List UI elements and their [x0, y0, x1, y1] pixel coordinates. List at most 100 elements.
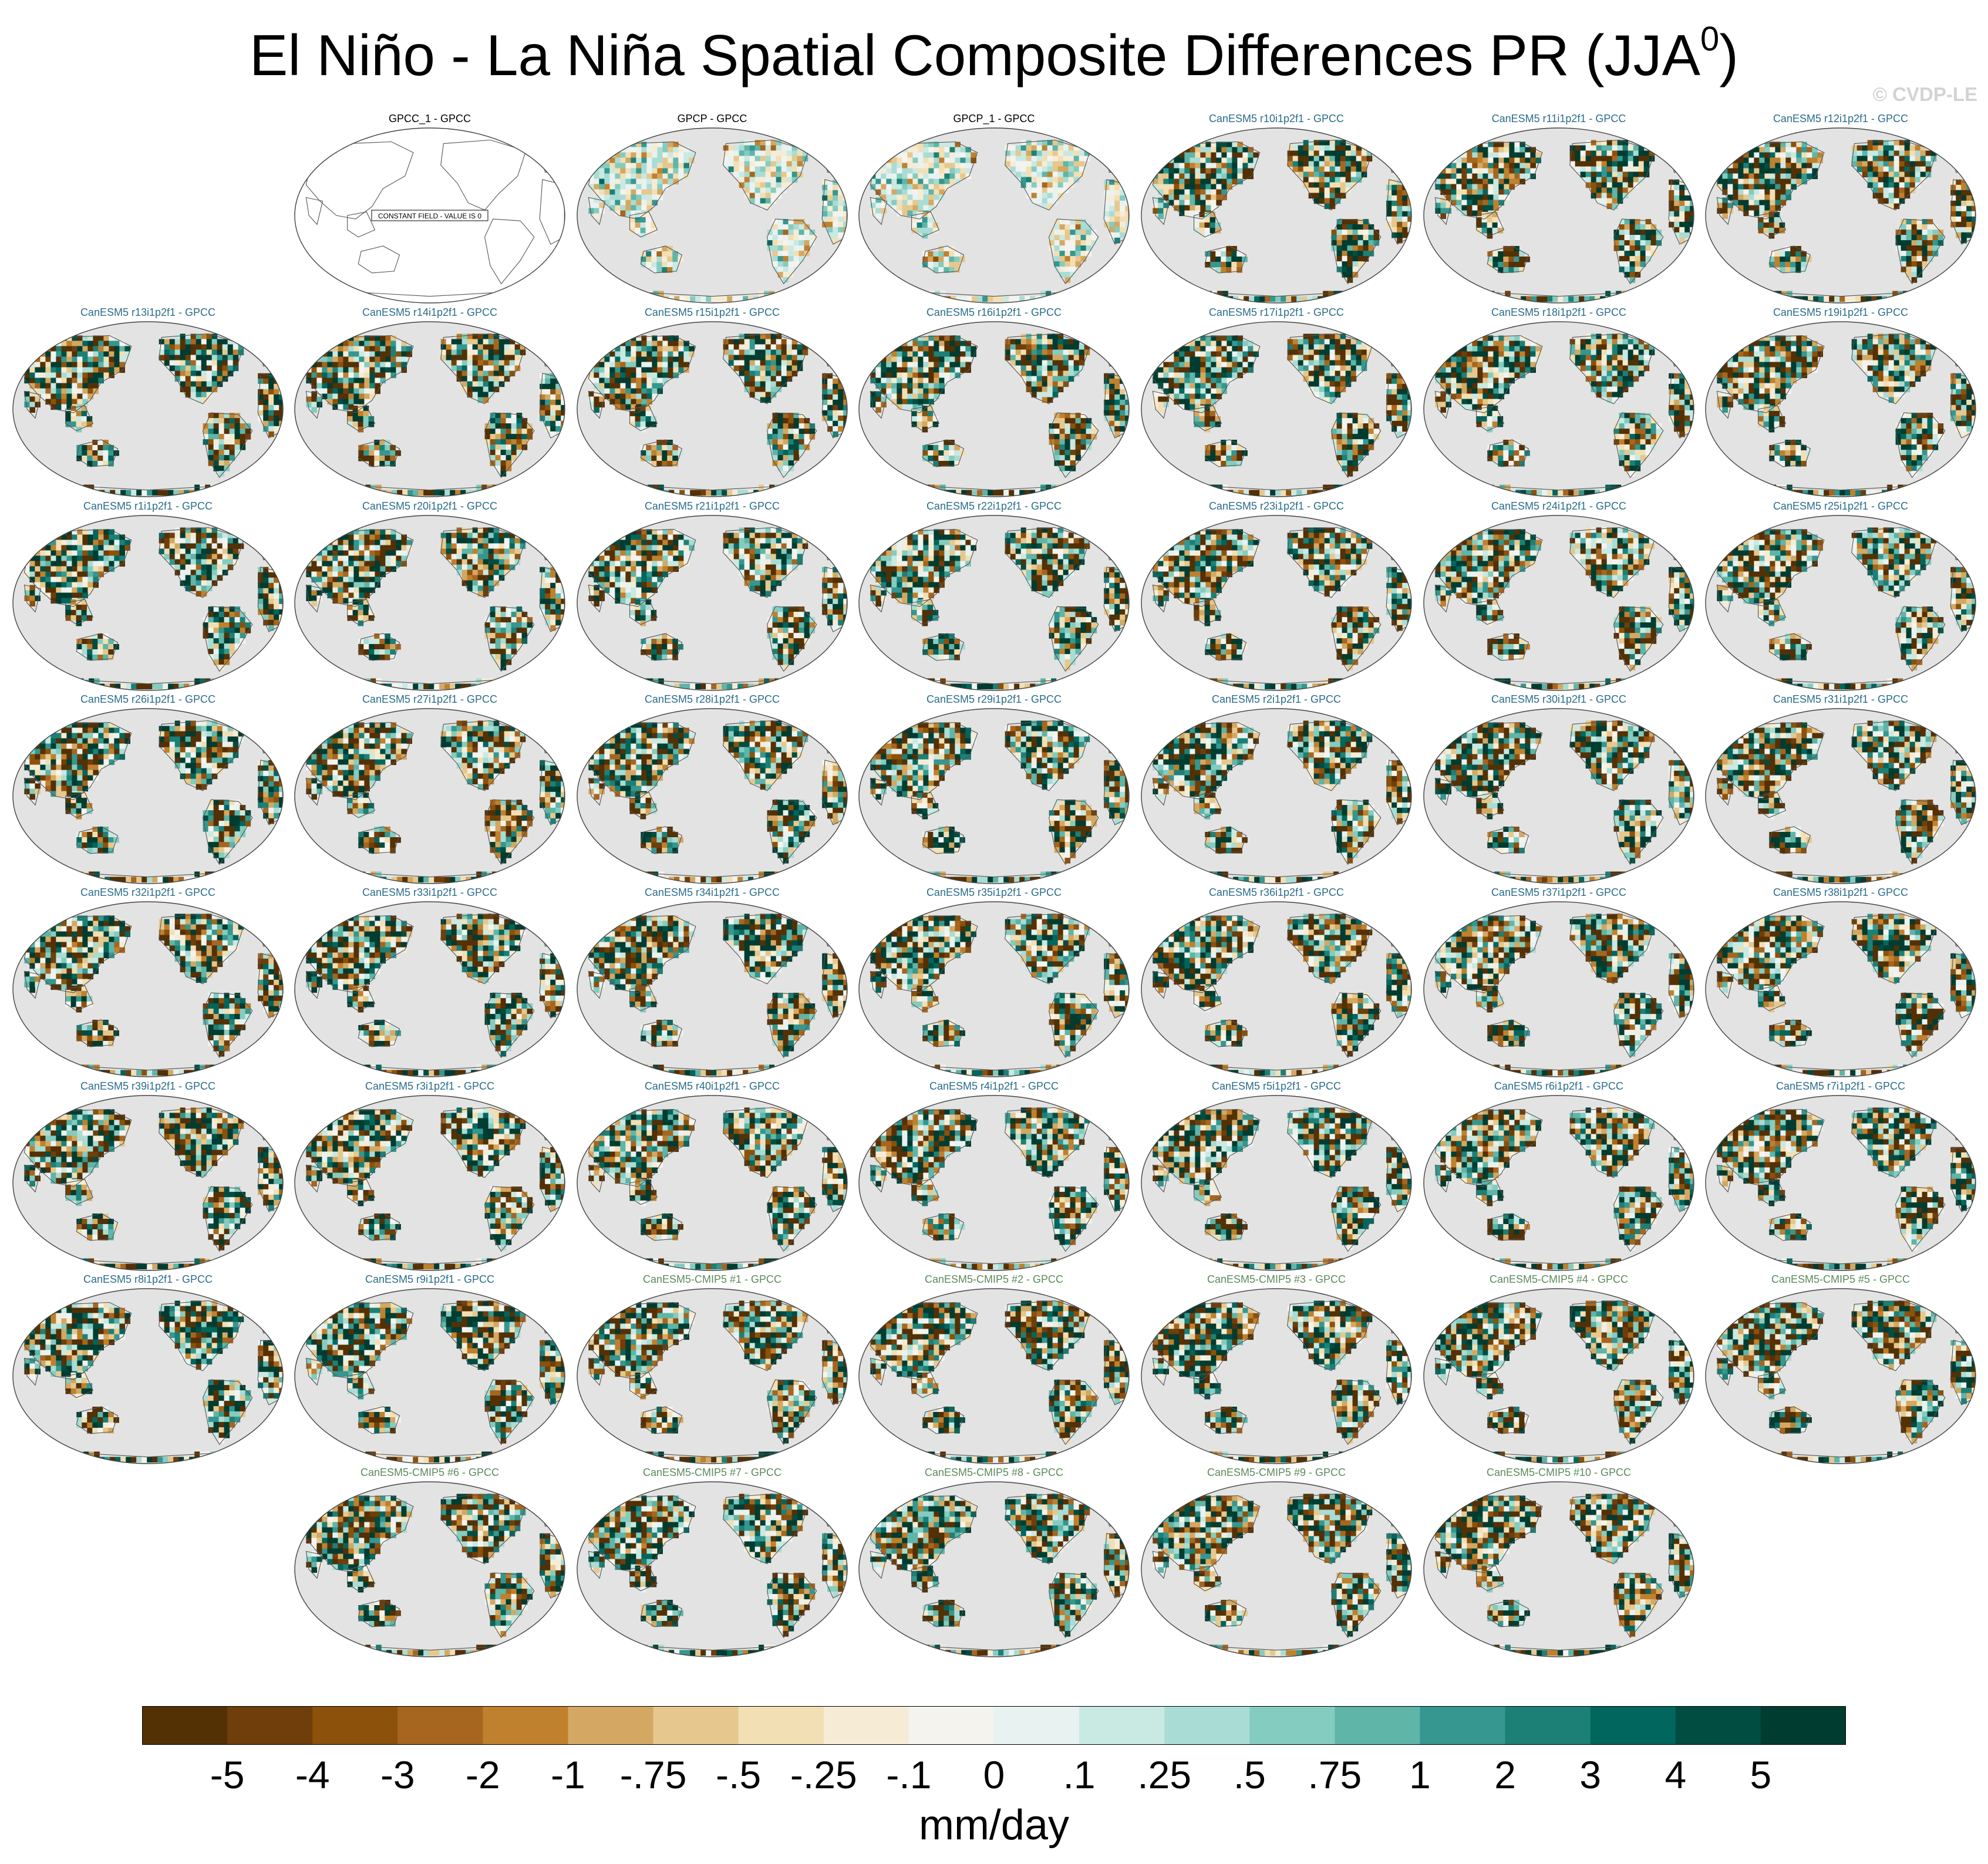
- map-projection: [1141, 901, 1412, 1077]
- colorbar-tick-label: -4: [277, 1752, 348, 1797]
- map-border: [1705, 901, 1976, 1077]
- map-panel: CanESM5 r9i1p2f1 - GPCC: [292, 1273, 574, 1467]
- panel-title: CanESM5 r9i1p2f1 - GPCC: [292, 1273, 567, 1286]
- colorbar-swatch: [1505, 1706, 1591, 1745]
- colorbar-tick-label: -5: [192, 1752, 262, 1797]
- map-projection: [1705, 127, 1976, 304]
- map-panel: CanESM5 r21i1p2f1 - GPCC: [575, 500, 857, 694]
- map-panel: CanESM5 r13i1p2f1 - GPCC: [11, 306, 292, 500]
- map-border: [577, 321, 848, 497]
- map-border: [12, 1288, 284, 1464]
- map-projection: [1423, 321, 1694, 497]
- map-projection: [1423, 708, 1694, 884]
- map-panel: CanESM5 r33i1p2f1 - GPCC: [292, 887, 574, 1080]
- map-projection: [577, 1095, 848, 1271]
- panel-title: CanESM5 r36i1p2f1 - GPCC: [1139, 887, 1414, 899]
- map-projection: [1423, 901, 1694, 1077]
- map-projection: [294, 1288, 565, 1464]
- panel-title: CanESM5-CMIP5 #8 - GPCC: [857, 1467, 1131, 1479]
- panel-title: CanESM5 r20i1p2f1 - GPCC: [292, 500, 567, 513]
- panel-title: CanESM5-CMIP5 #4 - GPCC: [1421, 1273, 1696, 1286]
- panel-title: CanESM5 r37i1p2f1 - GPCC: [1421, 887, 1696, 899]
- map-panel: CanESM5 r10i1p2f1 - GPCC: [1139, 113, 1421, 306]
- panel-title: CanESM5 r39i1p2f1 - GPCC: [11, 1080, 285, 1093]
- colorbar-tick-label: 3: [1555, 1752, 1626, 1797]
- precip-anomaly-field: [1717, 333, 1976, 496]
- precip-anomaly-field: [24, 527, 283, 690]
- panel-title: CanESM5 r40i1p2f1 - GPCC: [575, 1080, 850, 1093]
- panel-title: CanESM5 r6i1p2f1 - GPCC: [1421, 1080, 1696, 1093]
- map-border: [1705, 321, 1976, 497]
- map-panel: GPCP_1 - GPCC: [857, 113, 1138, 306]
- panel-title: CanESM5 r18i1p2f1 - GPCC: [1421, 306, 1696, 319]
- panel-title: CanESM5 r38i1p2f1 - GPCC: [1703, 887, 1978, 899]
- map-border: [12, 321, 284, 497]
- map-panel: CanESM5 r8i1p2f1 - GPCC: [11, 1273, 292, 1467]
- map-panel: CanESM5 r12i1p2f1 - GPCC: [1703, 113, 1985, 306]
- map-border: [294, 708, 565, 884]
- map-border: [858, 708, 1130, 884]
- colorbar-swatch: [1164, 1706, 1250, 1745]
- panel-title: CanESM5 r12i1p2f1 - GPCC: [1703, 113, 1978, 125]
- precip-anomaly-field: [306, 720, 565, 883]
- map-projection: [294, 321, 565, 497]
- panel-title: CanESM5 r14i1p2f1 - GPCC: [292, 306, 567, 319]
- map-projection: [1705, 708, 1976, 884]
- map-panel: CanESM5-CMIP5 #5 - GPCC: [1703, 1273, 1985, 1467]
- map-panel: CanESM5-CMIP5 #2 - GPCC: [857, 1273, 1138, 1467]
- map-panel: CanESM5 r19i1p2f1 - GPCC: [1703, 306, 1985, 500]
- map-panel: CanESM5 r17i1p2f1 - GPCC: [1139, 306, 1421, 500]
- map-border: [1141, 708, 1412, 884]
- map-border: [858, 515, 1130, 691]
- map-projection: [1141, 127, 1412, 304]
- map-border: [294, 1481, 565, 1657]
- map-border: [1423, 901, 1694, 1077]
- panel-title: CanESM5 r10i1p2f1 - GPCC: [1139, 113, 1414, 125]
- map-projection: [1705, 515, 1976, 691]
- map-projection: [294, 708, 565, 884]
- map-border: [1423, 1481, 1694, 1657]
- map-projection: [1141, 1095, 1412, 1271]
- map-panel: CanESM5-CMIP5 #4 - GPCC: [1421, 1273, 1703, 1467]
- panel-title: CanESM5-CMIP5 #7 - GPCC: [575, 1467, 850, 1479]
- map-panel: CanESM5 r16i1p2f1 - GPCC: [857, 306, 1138, 500]
- panel-title: CanESM5-CMIP5 #6 - GPCC: [292, 1467, 567, 1479]
- panel-title: CanESM5 r1i1p2f1 - GPCC: [11, 500, 285, 513]
- map-projection: [12, 515, 284, 691]
- panel-title: GPCP_1 - GPCC: [857, 113, 1131, 125]
- panel-title: CanESM5 r13i1p2f1 - GPCC: [11, 306, 285, 319]
- map-panel: CanESM5 r38i1p2f1 - GPCC: [1703, 887, 1985, 1080]
- map-border: [577, 127, 848, 304]
- map-border: [294, 1095, 565, 1271]
- map-border: [858, 127, 1130, 304]
- map-projection: [858, 515, 1130, 691]
- colorbar-swatch: [1760, 1706, 1846, 1745]
- map-panel: CanESM5 r2i1p2f1 - GPCC: [1139, 693, 1421, 887]
- map-projection: [1423, 1481, 1694, 1657]
- map-border: [1423, 321, 1694, 497]
- colorbar-swatch: [227, 1706, 313, 1745]
- map-projection: [1141, 515, 1412, 691]
- panel-title: GPCC_1 - GPCC: [292, 113, 567, 125]
- map-panel: CanESM5 r32i1p2f1 - GPCC: [11, 887, 292, 1080]
- map-border: [858, 1095, 1130, 1271]
- map-panel: CanESM5 r7i1p2f1 - GPCC: [1703, 1080, 1985, 1274]
- map-border: [577, 1095, 848, 1271]
- colorbar-tick-label: 5: [1726, 1752, 1796, 1797]
- panel-title: CanESM5 r31i1p2f1 - GPCC: [1703, 693, 1978, 706]
- map-border: [12, 515, 284, 691]
- map-border: [12, 708, 284, 884]
- colorbar-swatch: [1079, 1706, 1165, 1745]
- map-projection: [577, 321, 848, 497]
- map-panel: CanESM5 r29i1p2f1 - GPCC: [857, 693, 1138, 887]
- map-projection: [1141, 321, 1412, 497]
- map-projection: [1705, 1095, 1976, 1271]
- map-panel: CanESM5-CMIP5 #3 - GPCC: [1139, 1273, 1421, 1467]
- colorbar-tick-label: .75: [1299, 1752, 1370, 1797]
- colorbar-swatch: [908, 1706, 995, 1745]
- map-projection: [858, 1095, 1130, 1271]
- map-panel: CanESM5-CMIP5 #1 - GPCC: [575, 1273, 857, 1467]
- map-border: [1141, 901, 1412, 1077]
- map-border: [858, 321, 1130, 497]
- map-projection: [294, 515, 565, 691]
